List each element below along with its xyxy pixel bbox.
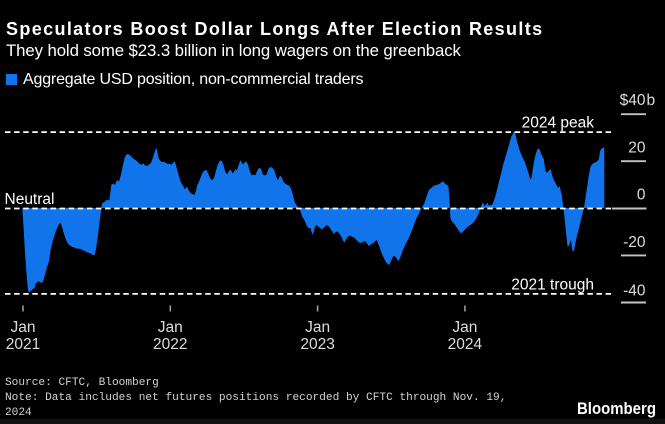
svg-text:20: 20	[628, 139, 646, 156]
svg-text:2023: 2023	[300, 336, 334, 353]
svg-text:2021 trough: 2021 trough	[511, 277, 594, 294]
svg-text:2021: 2021	[6, 336, 40, 353]
svg-text:2022: 2022	[153, 336, 187, 353]
svg-text:0: 0	[637, 187, 646, 204]
svg-text:2024: 2024	[448, 336, 483, 353]
svg-text:Jan: Jan	[305, 319, 330, 336]
svg-text:2024 peak: 2024 peak	[522, 115, 595, 132]
svg-text:-20: -20	[623, 234, 646, 251]
svg-text:Jan: Jan	[158, 319, 183, 336]
svg-text:b: b	[647, 92, 656, 109]
svg-text:Neutral: Neutral	[5, 191, 55, 208]
svg-text:-40: -40	[623, 283, 646, 300]
svg-text:Jan: Jan	[452, 319, 477, 336]
svg-text:Jan: Jan	[11, 319, 36, 336]
svg-text:$40: $40	[620, 92, 646, 109]
